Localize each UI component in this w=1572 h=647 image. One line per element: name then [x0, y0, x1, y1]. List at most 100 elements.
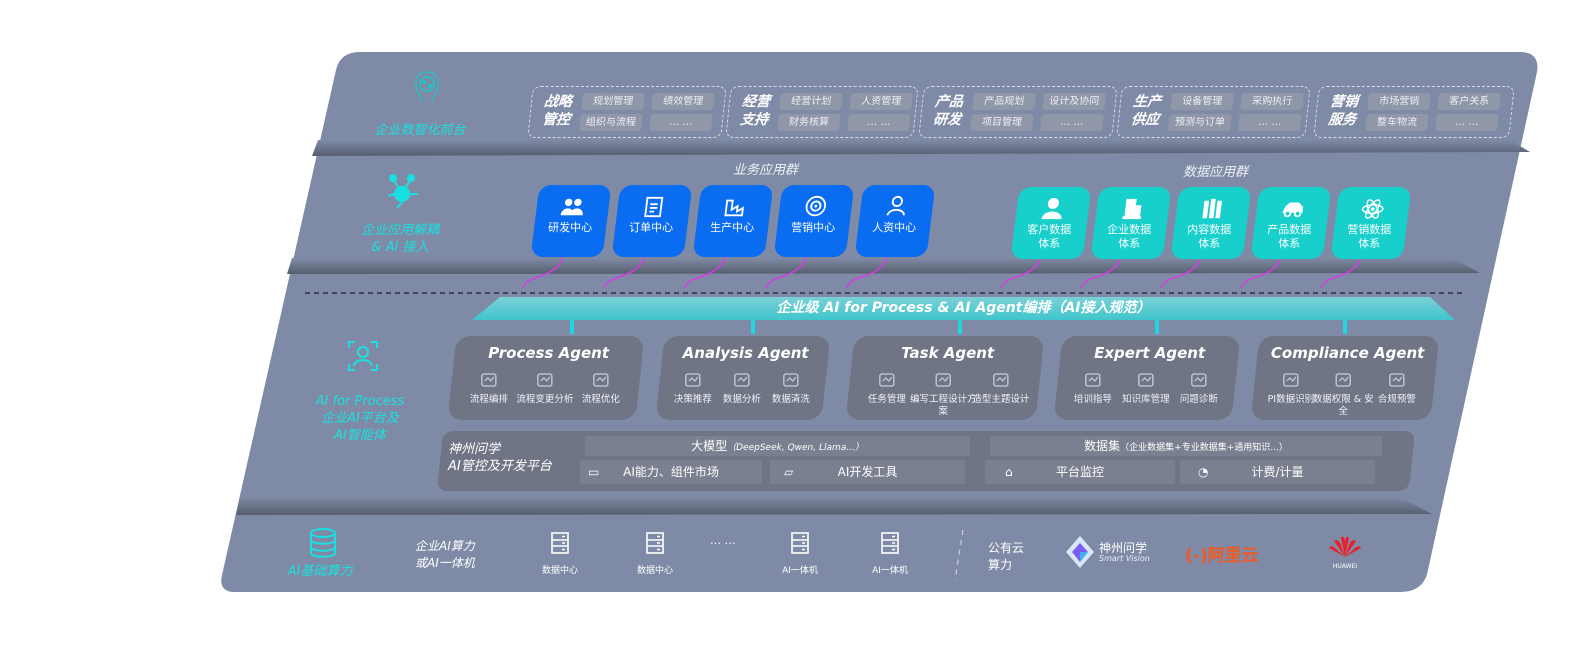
person-icon	[886, 195, 905, 216]
app-card[interactable]: 生产中心	[692, 185, 774, 257]
app-card[interactable]: 人资中心	[854, 185, 936, 257]
platform-monitor[interactable]: ⌂ 平台监控	[985, 460, 1175, 484]
monitor-icon: ⌂	[1005, 465, 1013, 479]
agent-feature[interactable]: 流程编排	[454, 372, 524, 406]
face-scan-icon	[345, 338, 381, 378]
agent-card[interactable]: Process Agent 流程编排 流程变更分析 流程优化	[447, 336, 645, 420]
module-chip[interactable]: 设备管理	[1170, 93, 1234, 110]
compute-label: 数据中心	[541, 566, 578, 576]
module-chip[interactable]: … …	[649, 114, 713, 131]
server-icon	[551, 532, 569, 554]
compute-label: AI一体机	[872, 566, 908, 576]
agent-title: Analysis Agent	[682, 344, 809, 362]
module-chip[interactable]: 项目管理	[970, 114, 1034, 131]
agent-card[interactable]: Task Agent 任务管理 编写工程设计方案 造型主题设计	[845, 336, 1045, 420]
gauge-icon: ◔	[1198, 465, 1209, 479]
billing-label: 计费/计量	[1251, 465, 1304, 479]
app-card-label: 订单中心	[629, 221, 674, 234]
agent-title: Process Agent	[488, 344, 610, 362]
agent-feature[interactable]: 问题诊断	[1164, 372, 1234, 406]
module-chip[interactable]: 整车物流	[1365, 114, 1429, 131]
business-apps-title: 业务应用群	[733, 163, 799, 178]
title-line: 公有云	[988, 541, 1025, 555]
module-chip[interactable]: 组织与流程	[579, 114, 643, 131]
module-chip[interactable]: 人资管理	[849, 93, 913, 110]
dev-tools[interactable]: ▱ AI开发工具	[770, 460, 965, 484]
agent-feature[interactable]: 编写工程设计方案	[908, 372, 978, 418]
connector-arrow	[765, 249, 809, 289]
clipboard-icon	[644, 196, 664, 218]
module-chip[interactable]: 市场营销	[1367, 93, 1431, 110]
agent-feature[interactable]: 数据权限 & 安全	[1308, 372, 1378, 418]
app-card-label: 人资中心	[872, 221, 917, 234]
orchestration-banner-bg	[472, 297, 1455, 320]
module-chip[interactable]: 预测与订单	[1168, 114, 1232, 131]
group-title: 经营支持	[739, 94, 771, 128]
books-icon	[1202, 198, 1223, 219]
agent-feature[interactable]: 造型主题设计	[966, 372, 1036, 406]
app-card[interactable]: 营销中心	[773, 185, 855, 257]
module-chip[interactable]: 经营计划	[779, 93, 843, 110]
module-chip[interactable]: 绩效管理	[651, 93, 715, 110]
vendor-huawei: HUAWEI	[1325, 535, 1365, 570]
layer-divider	[236, 497, 1432, 515]
model-note: （DeepSeek, Qwen, Llama...）	[727, 443, 864, 453]
app-card-label: 生产中心	[710, 221, 755, 234]
connector-arrow	[603, 249, 647, 289]
agent-card[interactable]: Analysis Agent 决策推荐 数据分析 数据清洗	[655, 336, 831, 420]
module-chip[interactable]: 财务核算	[777, 114, 841, 131]
layer-label-frontend: 企业数智化前台	[374, 123, 466, 138]
component-market[interactable]: ▭ AI能力、组件市场	[580, 460, 762, 484]
group-title: 战略管控	[541, 94, 573, 128]
agent-feature[interactable]: PI数据识别	[1256, 372, 1326, 406]
billing[interactable]: ◔ 计费/计量	[1180, 460, 1375, 484]
app-card[interactable]: 企业数据体系	[1090, 187, 1172, 259]
module-chip[interactable]: … …	[1040, 114, 1104, 131]
agent-feature[interactable]: 数据分析	[707, 372, 777, 406]
module-chip[interactable]: 客户关系	[1437, 93, 1501, 110]
feature-label: 培训指导	[1074, 394, 1113, 405]
app-card[interactable]: 内容数据体系	[1170, 187, 1252, 259]
module-chip[interactable]: 采购执行	[1240, 93, 1304, 110]
module-chip[interactable]: … …	[1238, 114, 1302, 131]
module-chip[interactable]: … …	[847, 114, 911, 131]
app-card-label: 产品数据体系	[1267, 223, 1312, 250]
app-card-label: 营销中心	[791, 221, 836, 234]
module-chip[interactable]: 设计及协同	[1042, 93, 1106, 110]
agent-card[interactable]: Compliance Agent PI数据识别 数据权限 & 安全 合规预警	[1250, 336, 1440, 420]
agent-feature[interactable]: 培训指导	[1058, 372, 1128, 406]
data-apps-title: 数据应用群	[1183, 165, 1249, 180]
app-card[interactable]: 研发中心	[530, 185, 612, 257]
agent-feature[interactable]: 数据清洗	[756, 372, 826, 406]
module-chip[interactable]: 规划管理	[581, 93, 645, 110]
app-card[interactable]: 营销数据体系	[1330, 187, 1412, 259]
building-icon	[1122, 198, 1142, 220]
vertical-divider	[954, 529, 964, 581]
agent-feature[interactable]: 任务管理	[852, 372, 922, 406]
feature-icon	[1389, 373, 1405, 387]
layer-label-ai: AI for Process 企业AI平台及 AI智能体	[300, 393, 420, 444]
ellipsis: … …	[710, 534, 736, 547]
compute-item: AI一体机	[860, 532, 920, 576]
app-card[interactable]: 客户数据体系	[1010, 187, 1092, 259]
agent-card[interactable]: Expert Agent 培训指导 知识库管理 问题诊断	[1053, 336, 1241, 420]
car-icon	[1282, 202, 1304, 218]
platform-title: 神州问学 AI管控及开发平台	[448, 441, 552, 475]
module-chip[interactable]: 产品规划	[972, 93, 1036, 110]
app-card[interactable]: 产品数据体系	[1250, 187, 1332, 259]
agent-feature[interactable]: 流程变更分析	[510, 372, 580, 406]
agent-title: Expert Agent	[1094, 344, 1206, 362]
agent-feature[interactable]: 知识库管理	[1111, 372, 1181, 406]
agent-feature[interactable]: 合规预警	[1362, 372, 1432, 406]
platform-title-line: AI管控及开发平台	[448, 459, 552, 474]
module-group: 经营支持 经营计划 人资管理 财务核算 … …	[725, 86, 919, 138]
module-chip[interactable]: … …	[1435, 114, 1499, 131]
app-card[interactable]: 订单中心	[611, 185, 693, 257]
feature-label: 造型主题设计	[971, 394, 1030, 405]
server-icon	[881, 532, 899, 554]
agent-feature[interactable]: 决策推荐	[658, 372, 728, 406]
agent-feature[interactable]: 流程优化	[566, 372, 636, 406]
aliyun-logo-mark: (-)	[1185, 546, 1208, 566]
vendor-sub: Smart Vision	[1099, 554, 1150, 563]
feature-icon	[1085, 373, 1101, 387]
